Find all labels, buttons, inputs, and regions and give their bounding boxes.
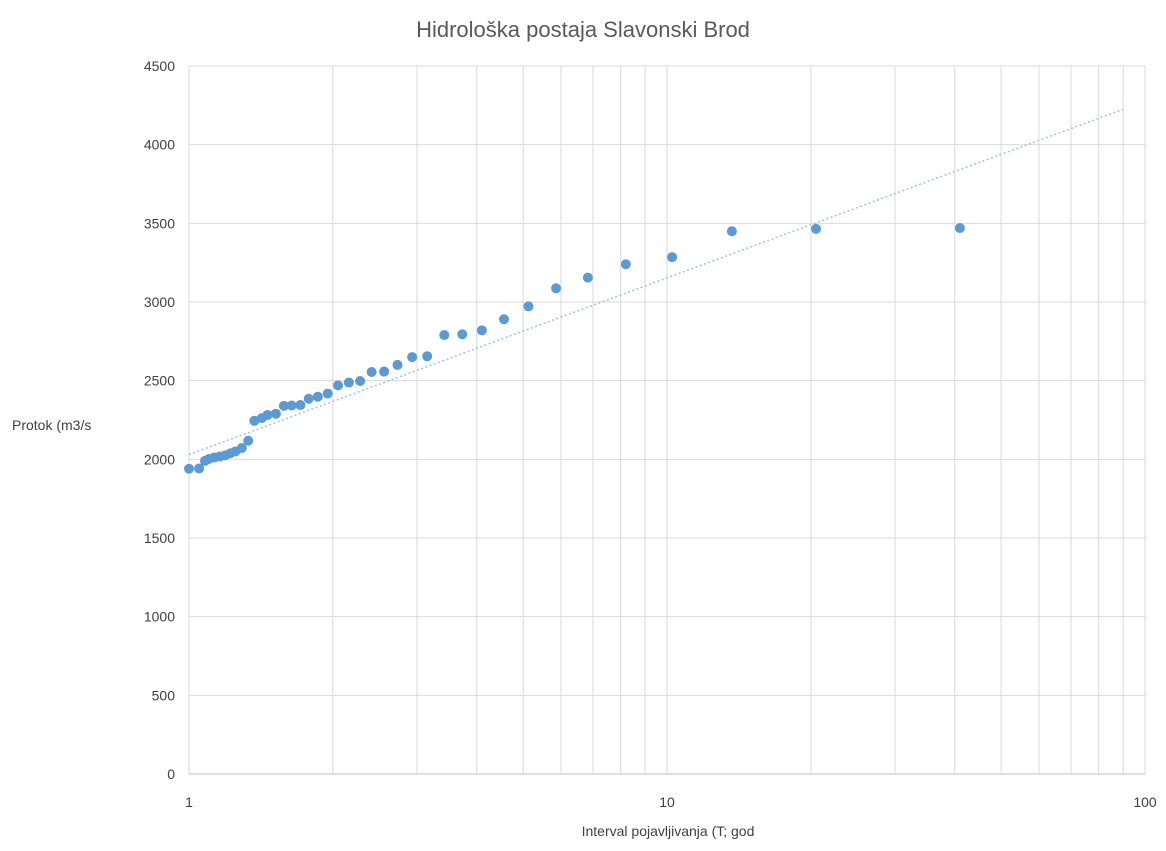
data-point	[523, 301, 534, 312]
x-tick-label: 1	[185, 794, 193, 810]
trendline-group	[188, 108, 1124, 456]
y-tick-label: 4500	[144, 58, 175, 74]
data-point	[286, 400, 297, 411]
data-point	[379, 366, 390, 377]
y-tick-label: 1000	[144, 609, 175, 625]
x-tick-label: 100	[1133, 794, 1157, 810]
data-point	[811, 223, 822, 234]
y-tick-label: 1500	[144, 530, 175, 546]
chart-title: Hidrološka postaja Slavonski Brod	[416, 17, 750, 42]
data-point	[243, 435, 254, 446]
x-axis-ticks: 1 10 100	[185, 794, 1157, 810]
y-tick-label: 4000	[144, 137, 175, 153]
data-point	[366, 367, 377, 378]
data-point	[184, 463, 194, 474]
data-point	[343, 377, 354, 388]
y-tick-label: 2500	[144, 373, 175, 389]
y-tick-label: 3000	[144, 294, 175, 310]
data-point	[236, 443, 247, 454]
data-point	[312, 391, 323, 402]
y-axis-label: Protok (m3/s	[12, 417, 91, 433]
trendline	[188, 108, 1124, 456]
data-point	[457, 329, 468, 340]
x-axis-label: Interval pojavljivanja (T; god	[582, 823, 755, 839]
y-tick-label: 3500	[144, 215, 175, 231]
y-axis-ticks: 0 500 1000 1500 2000 2500 3000 3500 4000 4500	[144, 58, 175, 782]
data-point	[322, 388, 333, 399]
data-points	[184, 223, 965, 474]
data-point	[355, 375, 366, 386]
x-tick-label: 10	[659, 794, 675, 810]
data-point	[194, 463, 205, 474]
data-point	[439, 330, 450, 341]
data-point	[422, 351, 433, 362]
y-tick-label: 500	[152, 687, 176, 703]
y-tick-label: 2000	[144, 451, 175, 467]
data-point	[498, 314, 509, 325]
data-point	[954, 223, 965, 234]
data-point	[270, 408, 281, 419]
data-point	[392, 359, 403, 370]
data-point	[303, 393, 314, 404]
data-point	[582, 272, 593, 283]
grid-lines	[188, 65, 1146, 775]
data-point	[407, 352, 418, 363]
data-point	[262, 409, 273, 420]
data-point	[726, 226, 737, 237]
y-tick-label: 0	[167, 766, 175, 782]
data-point	[476, 325, 487, 336]
data-point	[551, 283, 562, 294]
data-point	[278, 400, 289, 411]
data-point	[620, 259, 631, 270]
data-point	[333, 380, 344, 391]
data-point	[295, 400, 306, 411]
data-point	[667, 252, 678, 263]
